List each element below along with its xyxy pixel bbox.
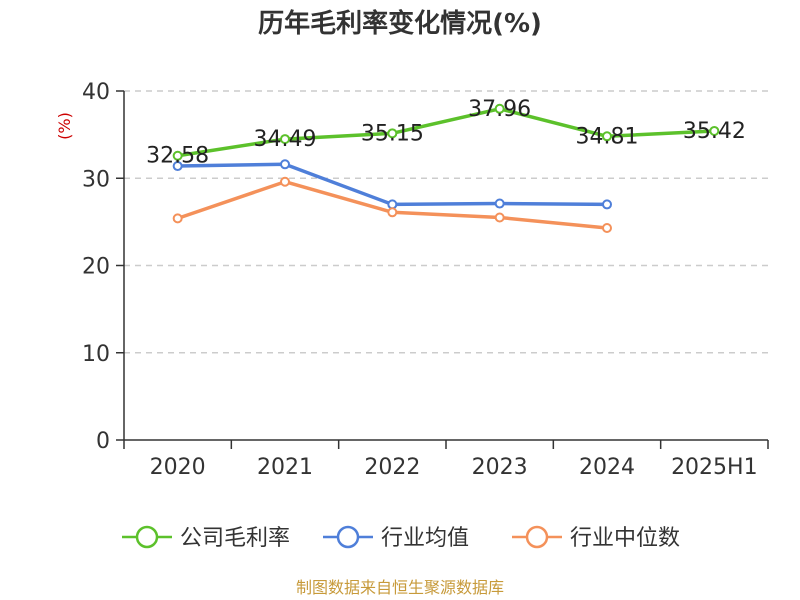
source-note: 制图数据来自恒生聚源数据库 [296, 578, 504, 597]
legend-marker-1 [336, 525, 360, 549]
data-point [602, 131, 612, 142]
data-point [387, 207, 398, 218]
legend-label-1: 行业均值 [381, 526, 469, 551]
data-point [709, 125, 720, 136]
data-point [494, 212, 505, 223]
data-point [280, 176, 290, 187]
y-axis-label: (%) [55, 112, 74, 140]
data-point [172, 213, 183, 224]
data-point [280, 159, 290, 170]
data-label: 35.15 [361, 121, 424, 146]
series-line-0 [175, 107, 717, 158]
legend-label-0: 公司毛利率 [180, 526, 290, 551]
data-label: 32.58 [146, 144, 209, 169]
data-label: 34.81 [576, 124, 639, 149]
data-point [387, 199, 398, 210]
data-label: 35.42 [683, 119, 746, 144]
x-tick-label: 2024 [579, 455, 635, 480]
data-point [602, 222, 612, 233]
legend-marker-0 [135, 525, 159, 549]
data-label: 34.49 [254, 127, 317, 152]
data-point [602, 199, 612, 210]
x-tick-label: 2021 [257, 455, 313, 480]
axes: 0 10 20 30 40 2020 2021 2022 2023 2024 2025H1 [82, 80, 769, 480]
legend: 公司毛利率 行业均值 行业中位数 [122, 525, 680, 551]
data-point [172, 150, 183, 161]
data-point [172, 161, 183, 172]
chart-title: 历年毛利率变化情况(%) [258, 8, 542, 39]
y-tick-label: 30 [82, 167, 110, 192]
x-tick-label: 2020 [150, 455, 206, 480]
x-tick-label: 2022 [364, 455, 420, 480]
data-point [280, 134, 290, 145]
x-tick-label: 2025H1 [671, 455, 758, 480]
series-line-1 [175, 162, 609, 207]
gridlines [124, 90, 768, 354]
y-tick-label: 10 [82, 342, 110, 367]
data-labels: 32.58 34.49 35.15 37.96 34.81 35.42 [146, 97, 746, 169]
data-point [494, 103, 505, 114]
y-tick-label: 0 [96, 429, 110, 454]
y-tick-label: 20 [82, 255, 110, 280]
legend-label-2: 行业中位数 [570, 526, 680, 551]
y-tick-label: 40 [82, 80, 110, 105]
legend-marker-2 [525, 525, 549, 549]
x-tick-label: 2023 [472, 455, 528, 480]
series-layer [172, 103, 720, 233]
data-point [387, 128, 398, 139]
data-point [494, 198, 505, 209]
data-label: 37.96 [468, 97, 531, 122]
